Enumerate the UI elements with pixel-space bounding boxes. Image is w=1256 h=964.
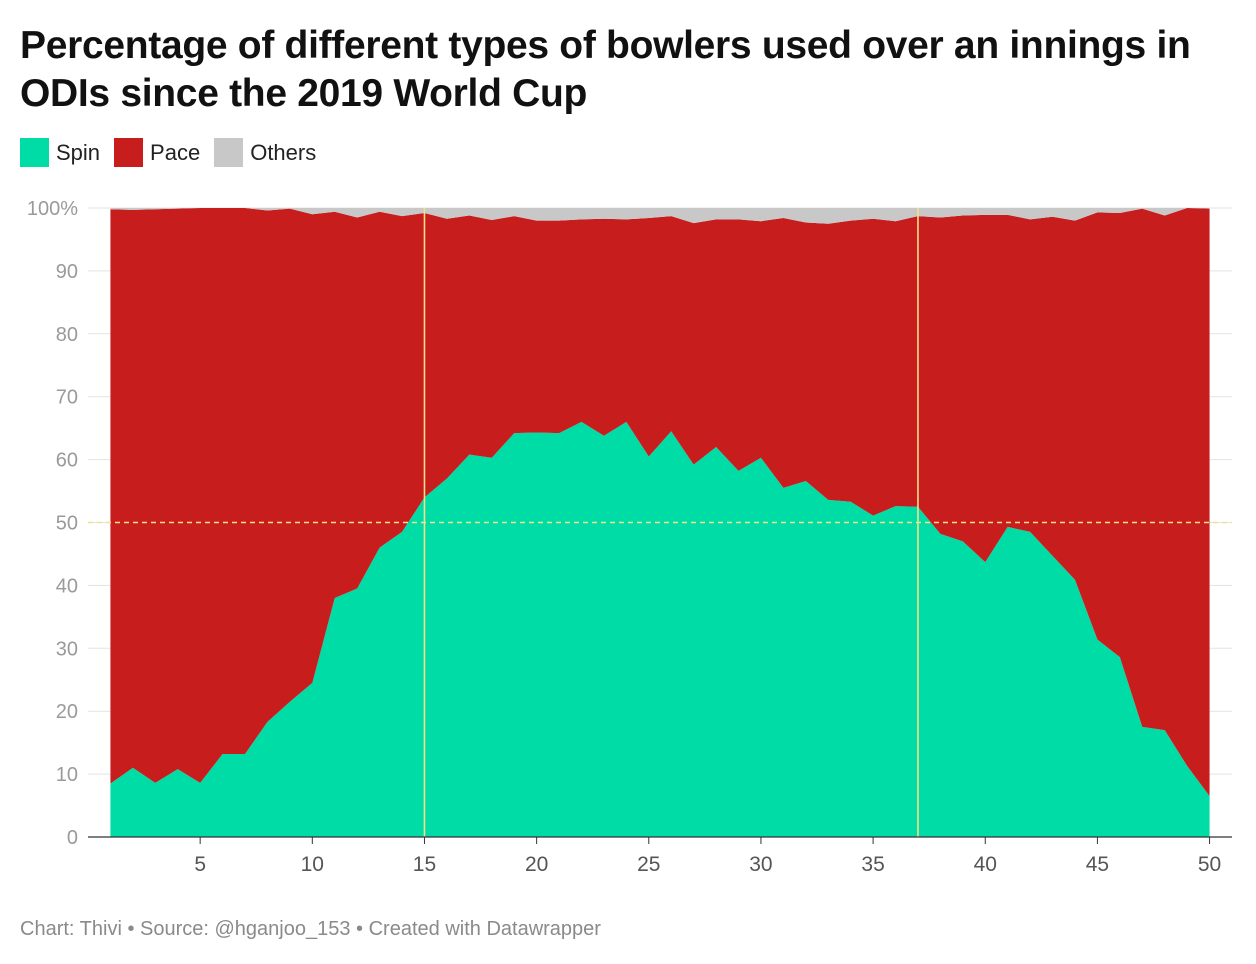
x-tick-label-45: 45 [1086, 853, 1109, 876]
area-pace [110, 208, 1210, 797]
legend-item-others: Others [214, 138, 316, 167]
x-tick-label-25: 25 [637, 853, 660, 876]
x-tick-label-20: 20 [525, 853, 548, 876]
footer-tool: Created with Datawrapper [368, 918, 601, 940]
legend-item-spin: Spin [20, 138, 100, 167]
y-tick-label-30: 30 [56, 638, 78, 660]
area-spin [110, 421, 1210, 837]
x-tick-label-40: 40 [974, 853, 997, 876]
footer-separator-1: • [121, 918, 141, 940]
x-tick-label-30: 30 [749, 853, 772, 876]
x-tick-label-5: 5 [194, 853, 206, 876]
legend-swatch-others [214, 138, 244, 167]
legend-swatch-spin [20, 138, 49, 167]
legend-item-pace: Pace [114, 138, 200, 167]
legend-label-pace: Pace [150, 139, 201, 165]
chart-footer: Chart: Thivi • Source: @hganjoo_153 • Cr… [20, 918, 601, 941]
x-tick-label-50: 50 [1198, 853, 1221, 876]
legend: Spin Pace Others [20, 138, 330, 167]
x-tick-label-15: 15 [413, 853, 436, 876]
y-tick-label-10: 10 [56, 764, 78, 786]
area-others [110, 208, 1210, 224]
legend-label-spin: Spin [56, 139, 101, 165]
x-tick-label-35: 35 [861, 853, 884, 876]
y-tick-label-50: 50 [56, 513, 78, 535]
y-tick-label-20: 20 [56, 701, 78, 723]
legend-swatch-pace [114, 138, 144, 167]
footer-separator-2: • [350, 918, 369, 940]
footer-source: Source: @hganjoo_153 [140, 918, 351, 940]
x-tick-label-10: 10 [301, 853, 324, 876]
y-tick-label-0: 0 [67, 827, 78, 849]
y-tick-label-60: 60 [56, 450, 78, 472]
y-tick-label-80: 80 [56, 324, 78, 346]
footer-credit: Chart: Thivi [20, 918, 122, 940]
y-tick-label-40: 40 [56, 575, 78, 597]
y-tick-label-100: 100% [27, 198, 78, 220]
legend-label-others: Others [250, 139, 317, 165]
chart-title: Percentage of different types of bowlers… [20, 24, 1191, 115]
y-tick-label-90: 90 [56, 261, 78, 283]
y-tick-label-70: 70 [56, 387, 78, 409]
